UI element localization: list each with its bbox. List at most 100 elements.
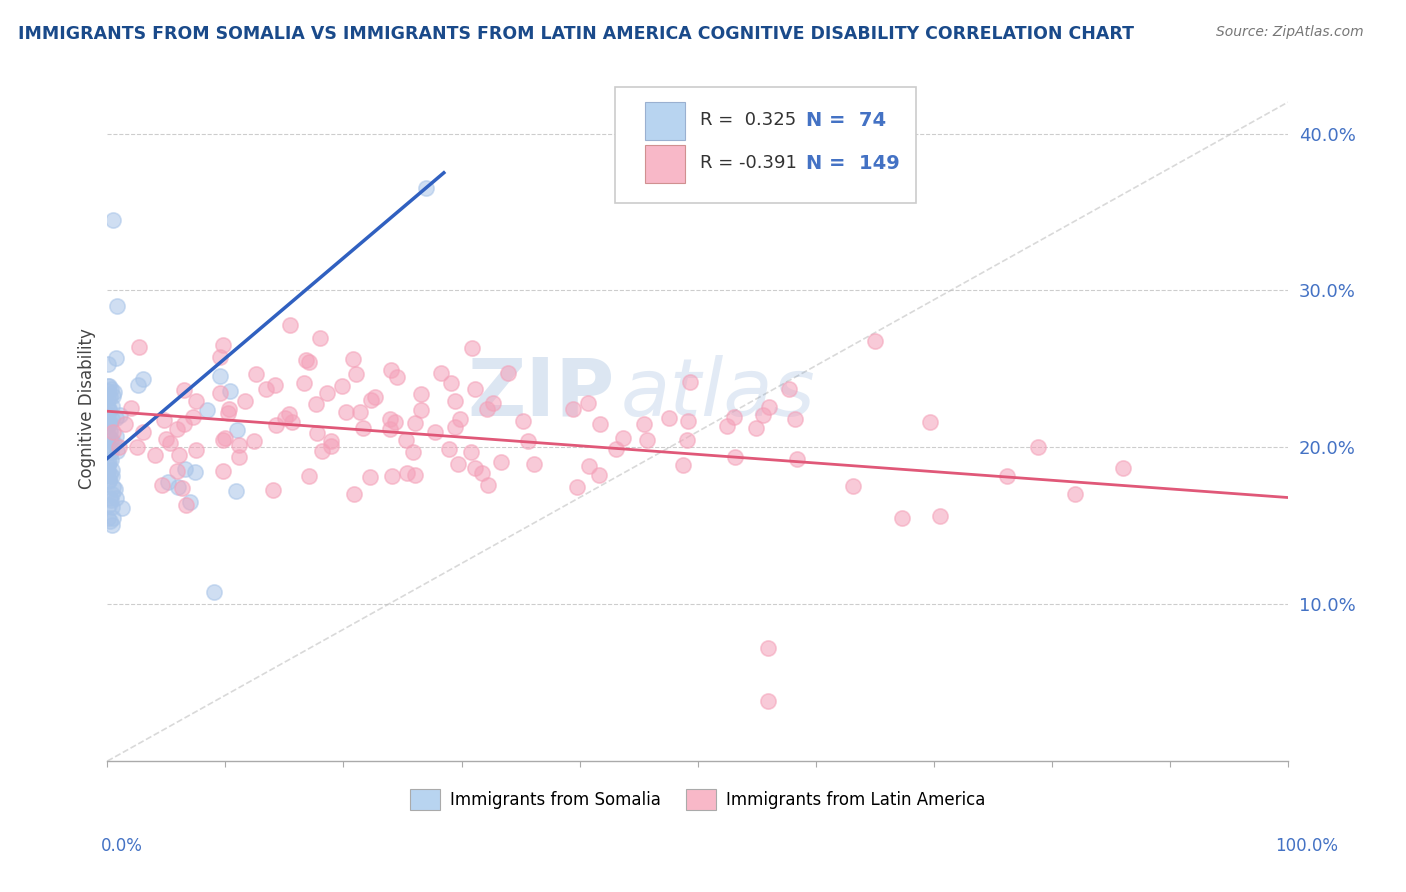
Point xyxy=(228,450,250,464)
Point xyxy=(675,433,697,447)
Point xyxy=(110,408,132,422)
Point xyxy=(758,694,780,708)
Point xyxy=(96,379,118,393)
Point xyxy=(96,468,118,483)
Point xyxy=(523,457,546,471)
Point xyxy=(132,425,155,439)
Point xyxy=(785,412,807,426)
Point xyxy=(98,424,121,438)
Point xyxy=(243,434,266,449)
Point xyxy=(97,407,120,421)
Point xyxy=(298,354,321,368)
Point xyxy=(214,431,236,445)
Point xyxy=(612,431,634,445)
Point xyxy=(120,401,142,416)
Point xyxy=(184,466,207,480)
Point xyxy=(209,350,232,364)
Point xyxy=(184,442,207,457)
Point xyxy=(103,436,125,450)
Point xyxy=(460,341,482,355)
Point xyxy=(863,334,886,348)
Text: 100.0%: 100.0% xyxy=(1275,837,1339,855)
Point xyxy=(202,584,225,599)
Point xyxy=(167,479,190,493)
Point xyxy=(477,477,499,491)
Point xyxy=(404,416,426,430)
Point xyxy=(97,474,120,488)
Point xyxy=(305,425,328,440)
Text: N =  74: N = 74 xyxy=(806,111,886,129)
FancyBboxPatch shape xyxy=(644,145,685,183)
Point xyxy=(166,465,188,479)
Point xyxy=(384,415,406,429)
Point xyxy=(273,411,295,425)
Point xyxy=(97,438,120,452)
Point xyxy=(103,425,125,439)
Point xyxy=(225,423,247,437)
Point xyxy=(97,455,120,469)
Point xyxy=(245,367,267,381)
Point xyxy=(128,340,150,354)
Text: ZIP: ZIP xyxy=(468,355,614,433)
Point xyxy=(105,428,128,442)
Point xyxy=(443,393,465,408)
Point xyxy=(565,480,588,494)
Point xyxy=(195,403,218,417)
Point xyxy=(262,483,284,498)
Point xyxy=(98,491,121,506)
Point xyxy=(439,442,461,456)
Point xyxy=(101,463,124,477)
Point xyxy=(460,444,482,458)
Point xyxy=(103,384,125,399)
Point xyxy=(605,442,627,456)
Point xyxy=(676,414,699,428)
Point xyxy=(108,440,131,454)
Point xyxy=(589,417,612,431)
Point xyxy=(98,390,121,404)
Point xyxy=(97,379,120,393)
Point xyxy=(104,410,127,425)
Point xyxy=(98,416,121,430)
Point xyxy=(752,408,775,422)
Point xyxy=(512,414,534,428)
Point xyxy=(679,375,702,389)
Point xyxy=(100,518,122,533)
Point xyxy=(471,466,494,480)
Point xyxy=(381,468,404,483)
Point xyxy=(98,416,121,430)
Point xyxy=(96,419,118,434)
Point xyxy=(159,435,181,450)
Point xyxy=(409,386,432,401)
Point xyxy=(786,452,808,467)
Point xyxy=(103,212,125,227)
Point xyxy=(404,467,426,482)
Point xyxy=(209,386,232,401)
Point xyxy=(100,492,122,507)
Point xyxy=(496,366,519,380)
Point xyxy=(395,467,418,481)
Point xyxy=(395,434,418,448)
Y-axis label: Cognitive Disability: Cognitive Disability xyxy=(79,327,96,489)
Point xyxy=(321,434,343,449)
Point xyxy=(100,432,122,446)
Point xyxy=(349,405,371,419)
Text: Source: ZipAtlas.com: Source: ZipAtlas.com xyxy=(1216,25,1364,39)
Point xyxy=(745,420,768,434)
Point xyxy=(114,417,136,431)
Point xyxy=(489,455,512,469)
Point xyxy=(517,434,540,448)
Text: N =  149: N = 149 xyxy=(806,153,900,173)
Point xyxy=(225,483,247,498)
Point xyxy=(208,369,231,384)
Point xyxy=(278,318,301,332)
Point xyxy=(758,641,780,656)
Point xyxy=(97,414,120,428)
Point xyxy=(103,389,125,403)
Point xyxy=(104,482,127,496)
Point xyxy=(101,487,124,501)
Point xyxy=(360,393,382,408)
Point xyxy=(359,470,381,484)
Point xyxy=(918,415,941,429)
Point xyxy=(264,418,287,433)
Point xyxy=(218,402,240,417)
